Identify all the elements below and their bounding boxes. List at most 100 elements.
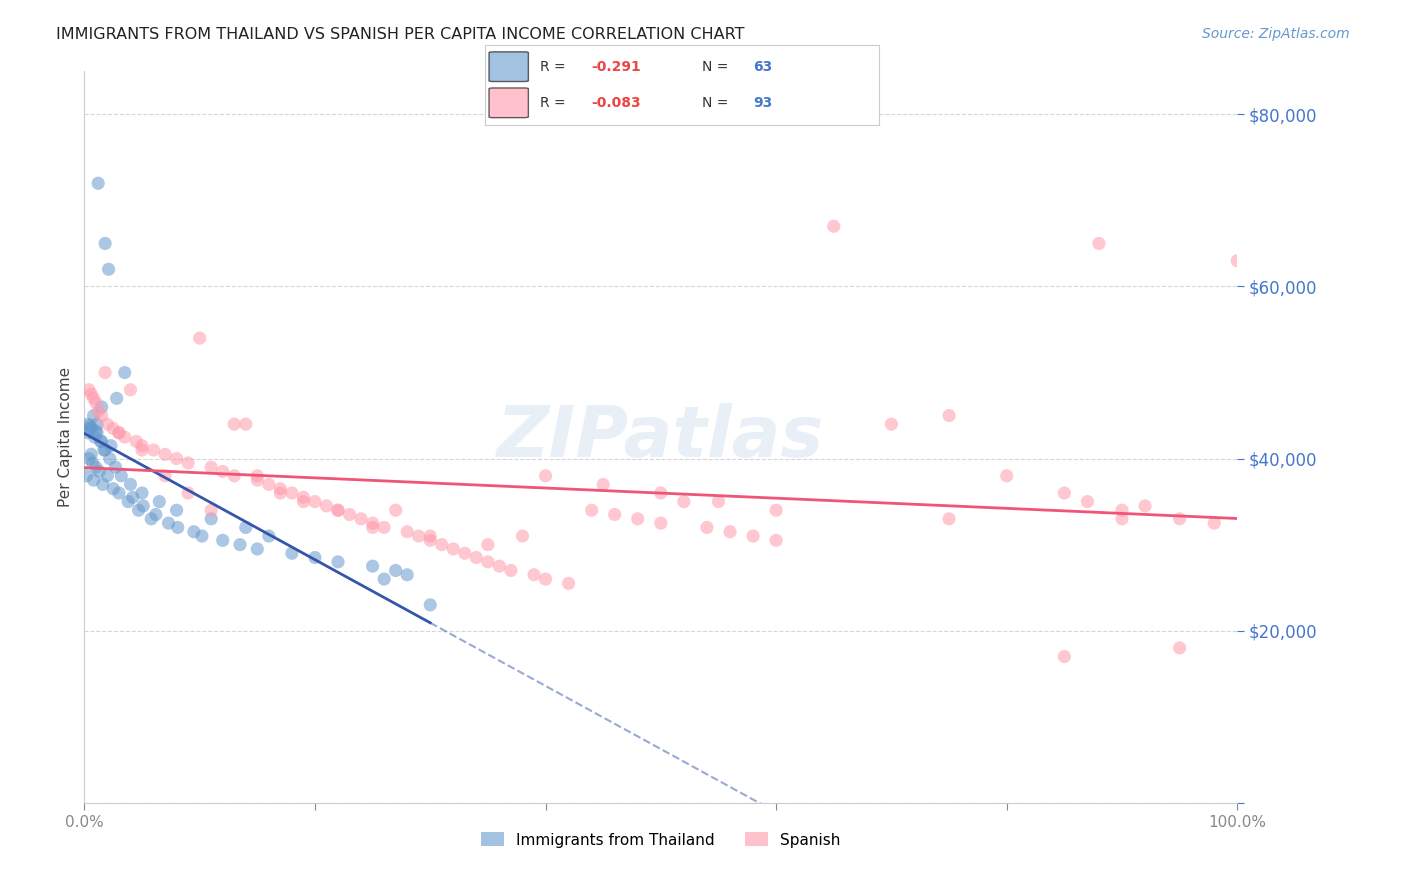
Point bbox=[512, 529, 534, 543]
Point bbox=[1168, 640, 1191, 655]
Point bbox=[361, 516, 384, 530]
Point bbox=[408, 529, 430, 543]
Point bbox=[523, 567, 546, 582]
Point bbox=[235, 417, 257, 432]
Point bbox=[191, 529, 214, 543]
Point bbox=[269, 486, 291, 500]
Point bbox=[235, 520, 257, 534]
Point bbox=[304, 550, 326, 565]
Point bbox=[603, 508, 626, 522]
Point bbox=[269, 482, 291, 496]
Point bbox=[592, 477, 614, 491]
Point bbox=[120, 477, 142, 491]
Point bbox=[83, 430, 105, 444]
Point bbox=[188, 331, 211, 345]
Point bbox=[94, 236, 117, 251]
Point bbox=[257, 529, 280, 543]
Point bbox=[80, 387, 103, 401]
Point bbox=[77, 383, 100, 397]
Point bbox=[87, 176, 110, 190]
Point bbox=[672, 494, 695, 508]
Point bbox=[89, 434, 111, 449]
Point bbox=[707, 494, 730, 508]
Point bbox=[132, 499, 155, 513]
Point bbox=[104, 460, 127, 475]
Point bbox=[384, 564, 406, 578]
Text: R =: R = bbox=[540, 96, 565, 111]
Point bbox=[430, 538, 453, 552]
Point bbox=[89, 465, 111, 479]
Point bbox=[183, 524, 205, 539]
Point bbox=[84, 460, 107, 475]
Point bbox=[108, 486, 131, 500]
Text: 93: 93 bbox=[752, 96, 772, 111]
Point bbox=[90, 400, 112, 414]
Point bbox=[96, 468, 118, 483]
Point bbox=[534, 468, 557, 483]
Point bbox=[281, 486, 304, 500]
Point bbox=[246, 473, 269, 487]
Text: IMMIGRANTS FROM THAILAND VS SPANISH PER CAPITA INCOME CORRELATION CHART: IMMIGRANTS FROM THAILAND VS SPANISH PER … bbox=[56, 27, 745, 42]
Point bbox=[96, 417, 118, 432]
Point bbox=[465, 550, 488, 565]
Point bbox=[326, 503, 349, 517]
Point bbox=[91, 477, 114, 491]
Point bbox=[396, 524, 419, 539]
Point bbox=[384, 503, 406, 517]
Point bbox=[454, 546, 477, 560]
Point bbox=[120, 383, 142, 397]
Point bbox=[823, 219, 845, 234]
Point bbox=[581, 503, 603, 517]
Y-axis label: Per Capita Income: Per Capita Income bbox=[58, 367, 73, 508]
Point bbox=[90, 409, 112, 423]
Point bbox=[765, 533, 787, 548]
Point bbox=[224, 468, 246, 483]
Point bbox=[141, 512, 163, 526]
Point bbox=[128, 503, 150, 517]
Text: N =: N = bbox=[702, 96, 728, 111]
Point bbox=[114, 366, 136, 380]
Point bbox=[373, 520, 395, 534]
Point bbox=[76, 417, 98, 432]
Point bbox=[108, 425, 131, 440]
Point bbox=[94, 442, 117, 457]
Point bbox=[131, 442, 153, 457]
Point bbox=[94, 366, 117, 380]
Point bbox=[84, 395, 107, 409]
Point bbox=[90, 434, 112, 449]
Point bbox=[292, 494, 315, 508]
Point bbox=[1133, 499, 1156, 513]
Point bbox=[200, 503, 222, 517]
Point bbox=[80, 420, 103, 434]
Point bbox=[157, 516, 180, 530]
Point bbox=[224, 417, 246, 432]
Point bbox=[103, 421, 124, 435]
Point bbox=[82, 456, 104, 470]
Point bbox=[211, 533, 233, 548]
Point bbox=[880, 417, 903, 432]
Point bbox=[1204, 516, 1226, 530]
Point bbox=[114, 430, 136, 444]
Point bbox=[153, 468, 176, 483]
Point bbox=[108, 425, 131, 440]
Point bbox=[257, 477, 280, 491]
Point bbox=[1111, 512, 1133, 526]
Point bbox=[79, 421, 101, 435]
Point bbox=[718, 524, 741, 539]
Point bbox=[1226, 253, 1249, 268]
Point bbox=[350, 512, 373, 526]
Point bbox=[77, 451, 100, 466]
Point bbox=[117, 494, 139, 508]
Point bbox=[1076, 494, 1098, 508]
Point bbox=[488, 559, 510, 574]
Point bbox=[396, 567, 419, 582]
Point bbox=[86, 425, 108, 440]
Point bbox=[419, 533, 441, 548]
Point bbox=[166, 451, 188, 466]
Point bbox=[79, 418, 101, 433]
Point bbox=[339, 508, 361, 522]
Point bbox=[995, 468, 1018, 483]
Point bbox=[419, 529, 441, 543]
Point bbox=[142, 442, 165, 457]
Legend: Immigrants from Thailand, Spanish: Immigrants from Thailand, Spanish bbox=[475, 826, 846, 854]
